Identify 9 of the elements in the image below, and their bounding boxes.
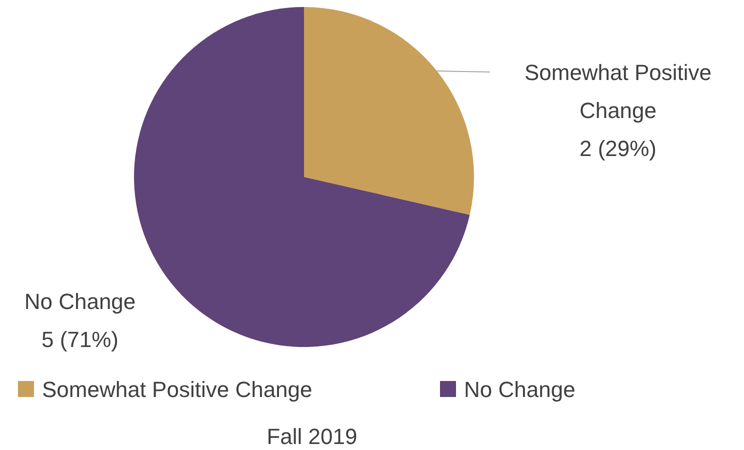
slice-label: No Change [24,289,136,314]
pie-slice [304,7,474,215]
data-label: 5 (71%) [41,327,119,352]
legend-label: No Change [464,377,576,402]
pie-slice [134,7,470,347]
legend-label: Somewhat Positive Change [42,377,312,402]
slice-label: Somewhat Positive Change [524,60,712,123]
data-label: 2 (29%) [579,136,657,161]
text: Fall 2019 [266,424,358,449]
